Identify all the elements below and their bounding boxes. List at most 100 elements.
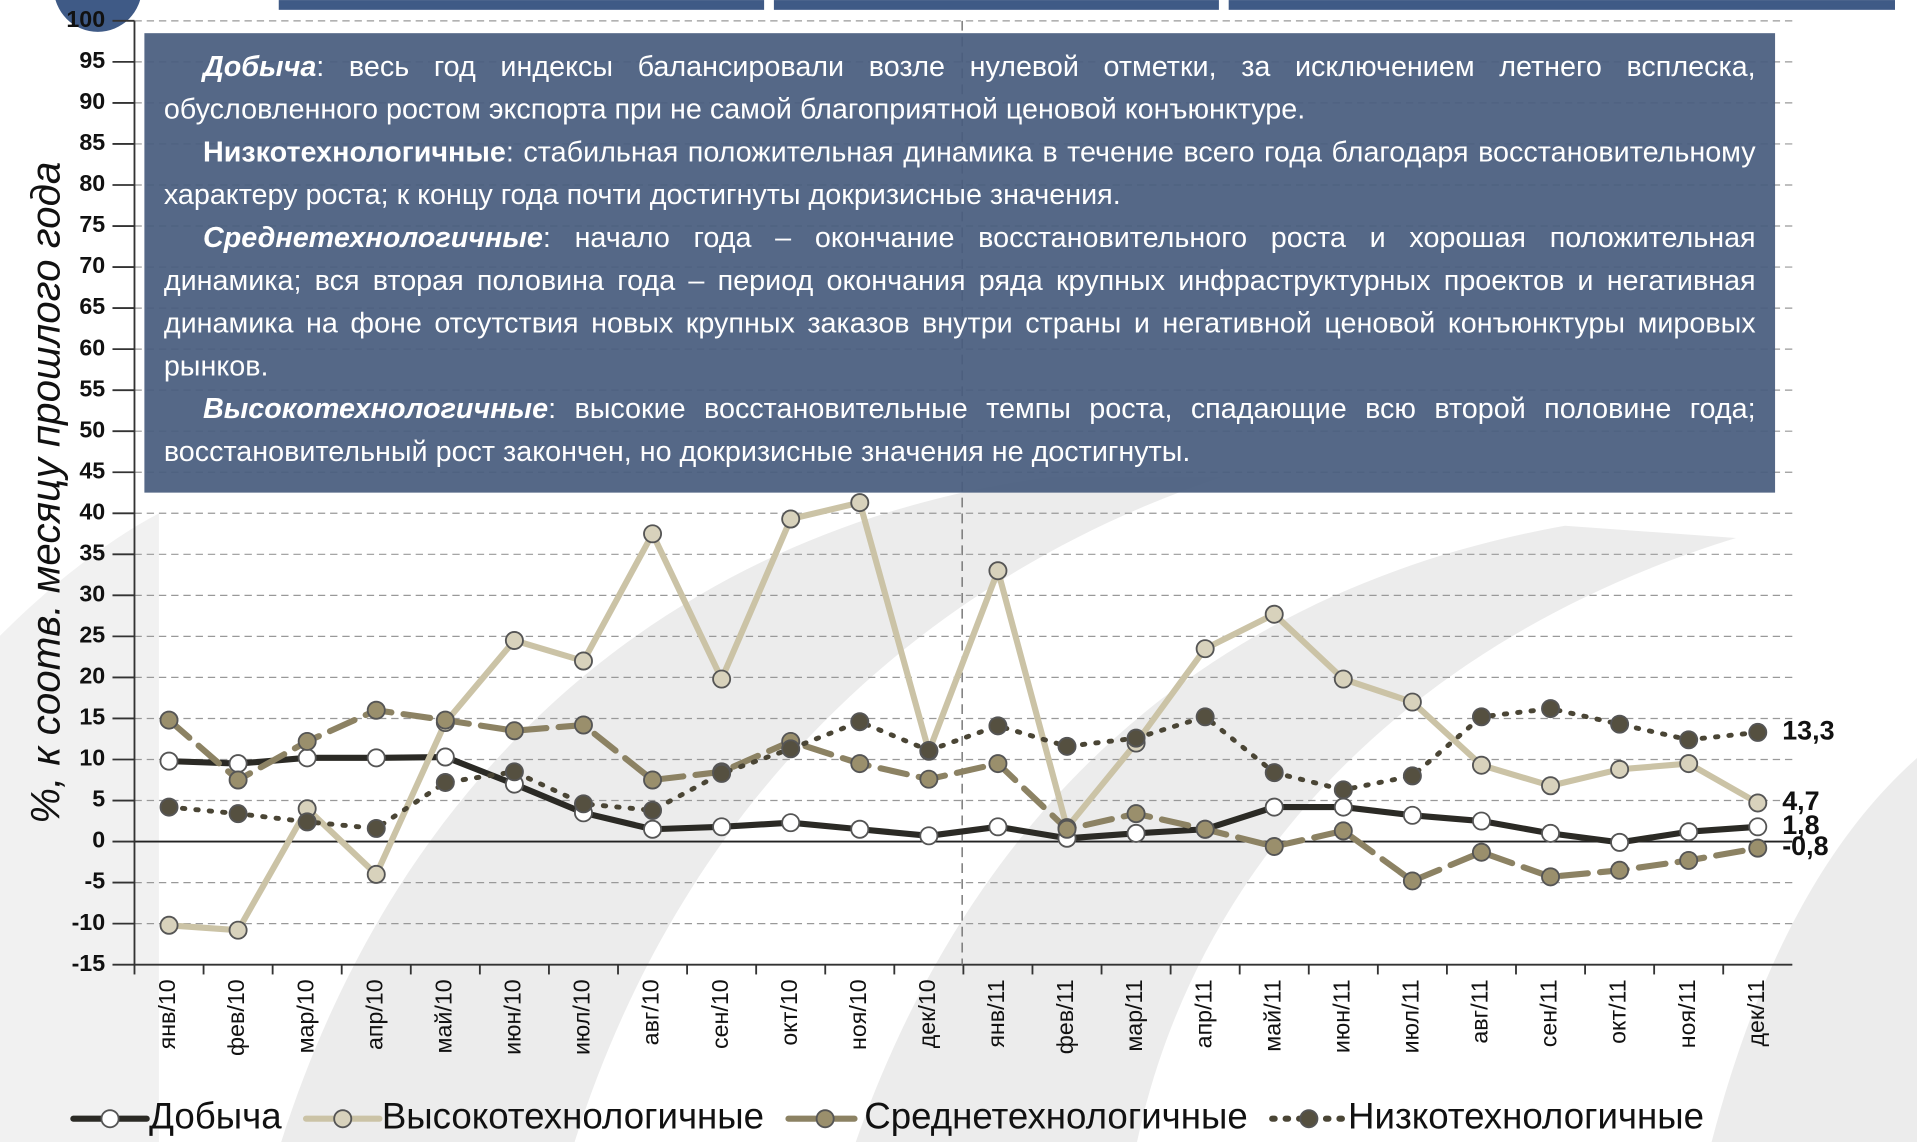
data-point <box>1335 781 1352 798</box>
data-point <box>1680 823 1697 840</box>
data-point <box>368 749 385 766</box>
annotation-paragraph: Низкотехнологичные: стабильная положител… <box>164 131 1756 217</box>
legend-marker <box>817 1110 834 1127</box>
x-tick-label: июл/10 <box>569 979 595 1055</box>
y-tick-label: 40 <box>79 498 105 524</box>
legend-label: Добыча <box>149 1095 282 1136</box>
data-point <box>1473 844 1490 861</box>
data-point <box>1542 825 1559 842</box>
data-point <box>1473 708 1490 725</box>
y-tick-label: 75 <box>79 211 105 237</box>
x-tick-label: авг/11 <box>1467 979 1493 1043</box>
y-tick-label: 100 <box>66 6 105 32</box>
annotation-paragraph: Среднетехнологичные: начало года – оконч… <box>164 216 1756 387</box>
data-point <box>782 814 799 831</box>
y-tick-label: 0 <box>92 827 105 853</box>
data-point <box>1335 822 1352 839</box>
data-point <box>989 755 1006 772</box>
data-point <box>506 763 523 780</box>
data-point <box>575 716 592 733</box>
y-tick-label: 50 <box>79 416 105 442</box>
x-tick-label: фев/10 <box>223 979 249 1056</box>
data-point <box>1404 693 1421 710</box>
x-tick-label: июн/11 <box>1328 979 1354 1053</box>
data-point <box>1197 640 1214 657</box>
x-tick-label: апр/10 <box>361 979 387 1050</box>
data-point <box>989 717 1006 734</box>
legend-label: Среднетехнологичные <box>864 1095 1247 1136</box>
data-point <box>230 922 247 939</box>
y-tick-label: 90 <box>79 88 105 114</box>
data-point <box>506 722 523 739</box>
y-tick-label: 15 <box>79 704 105 730</box>
y-tick-label: 25 <box>79 622 105 648</box>
annotation-heading: Низкотехнологичные <box>203 136 506 168</box>
data-point <box>644 771 661 788</box>
data-point <box>299 749 316 766</box>
data-point <box>1128 730 1145 747</box>
data-point <box>160 712 177 729</box>
data-point <box>299 733 316 750</box>
y-tick-label: 60 <box>79 334 105 360</box>
data-point <box>851 494 868 511</box>
data-point <box>1749 840 1766 857</box>
value-label: 13,3 <box>1782 716 1834 746</box>
data-point <box>230 755 247 772</box>
y-tick-label: 30 <box>79 580 105 606</box>
data-point <box>160 799 177 816</box>
legend-label: Низкотехнологичные <box>1348 1095 1704 1136</box>
data-point <box>1680 852 1697 869</box>
data-point <box>851 821 868 838</box>
y-tick-label: 95 <box>79 47 105 73</box>
y-tick-label: 10 <box>79 745 105 771</box>
annotation-paragraph: Высокотехнологичные: высокие восстановит… <box>164 388 1756 474</box>
data-point <box>368 866 385 883</box>
y-tick-label: 70 <box>79 252 105 278</box>
y-tick-label: 85 <box>79 129 105 155</box>
data-point <box>1058 738 1075 755</box>
data-point <box>1128 825 1145 842</box>
data-point <box>713 765 730 782</box>
annotation-heading: Высокотехнологичные <box>203 393 548 425</box>
annotation-paragraph: Добыча: весь год индексы балансировали в… <box>164 45 1756 131</box>
value-label: -0,8 <box>1782 831 1828 861</box>
data-point <box>1749 818 1766 835</box>
data-point <box>644 525 661 542</box>
x-tick-label: май/10 <box>430 979 456 1053</box>
data-point <box>230 771 247 788</box>
data-point <box>1335 799 1352 816</box>
data-point <box>368 702 385 719</box>
x-tick-label: окт/11 <box>1605 979 1631 1044</box>
data-point <box>1266 799 1283 816</box>
y-tick-label: 55 <box>79 375 105 401</box>
data-point <box>506 632 523 649</box>
x-tick-label: мар/10 <box>292 979 318 1053</box>
data-point <box>920 771 937 788</box>
x-tick-label: сен/11 <box>1536 979 1562 1047</box>
data-point <box>1749 724 1766 741</box>
y-axis-label: %, к соотв. месяцу прошлого года <box>23 162 69 824</box>
data-point <box>1266 838 1283 855</box>
data-point <box>1058 821 1075 838</box>
y-tick-label: 65 <box>79 293 105 319</box>
data-point <box>1542 777 1559 794</box>
data-point <box>851 755 868 772</box>
x-tick-label: авг/10 <box>638 979 664 1045</box>
y-tick-label: 80 <box>79 170 105 196</box>
x-tick-label: янв/10 <box>154 979 180 1049</box>
data-point <box>1473 812 1490 829</box>
x-tick-label: сен/10 <box>707 979 733 1049</box>
data-point <box>1266 764 1283 781</box>
data-point <box>1404 767 1421 784</box>
data-point <box>1680 755 1697 772</box>
y-tick-label: -5 <box>84 868 105 894</box>
legend-marker <box>1300 1110 1317 1127</box>
data-point <box>782 740 799 757</box>
data-point <box>644 802 661 819</box>
data-point <box>1266 606 1283 623</box>
data-point <box>575 795 592 812</box>
legend-label: Высокотехнологичные <box>382 1095 764 1136</box>
data-point <box>1749 794 1766 811</box>
x-tick-label: июн/10 <box>500 979 526 1054</box>
legend-marker <box>101 1110 118 1127</box>
